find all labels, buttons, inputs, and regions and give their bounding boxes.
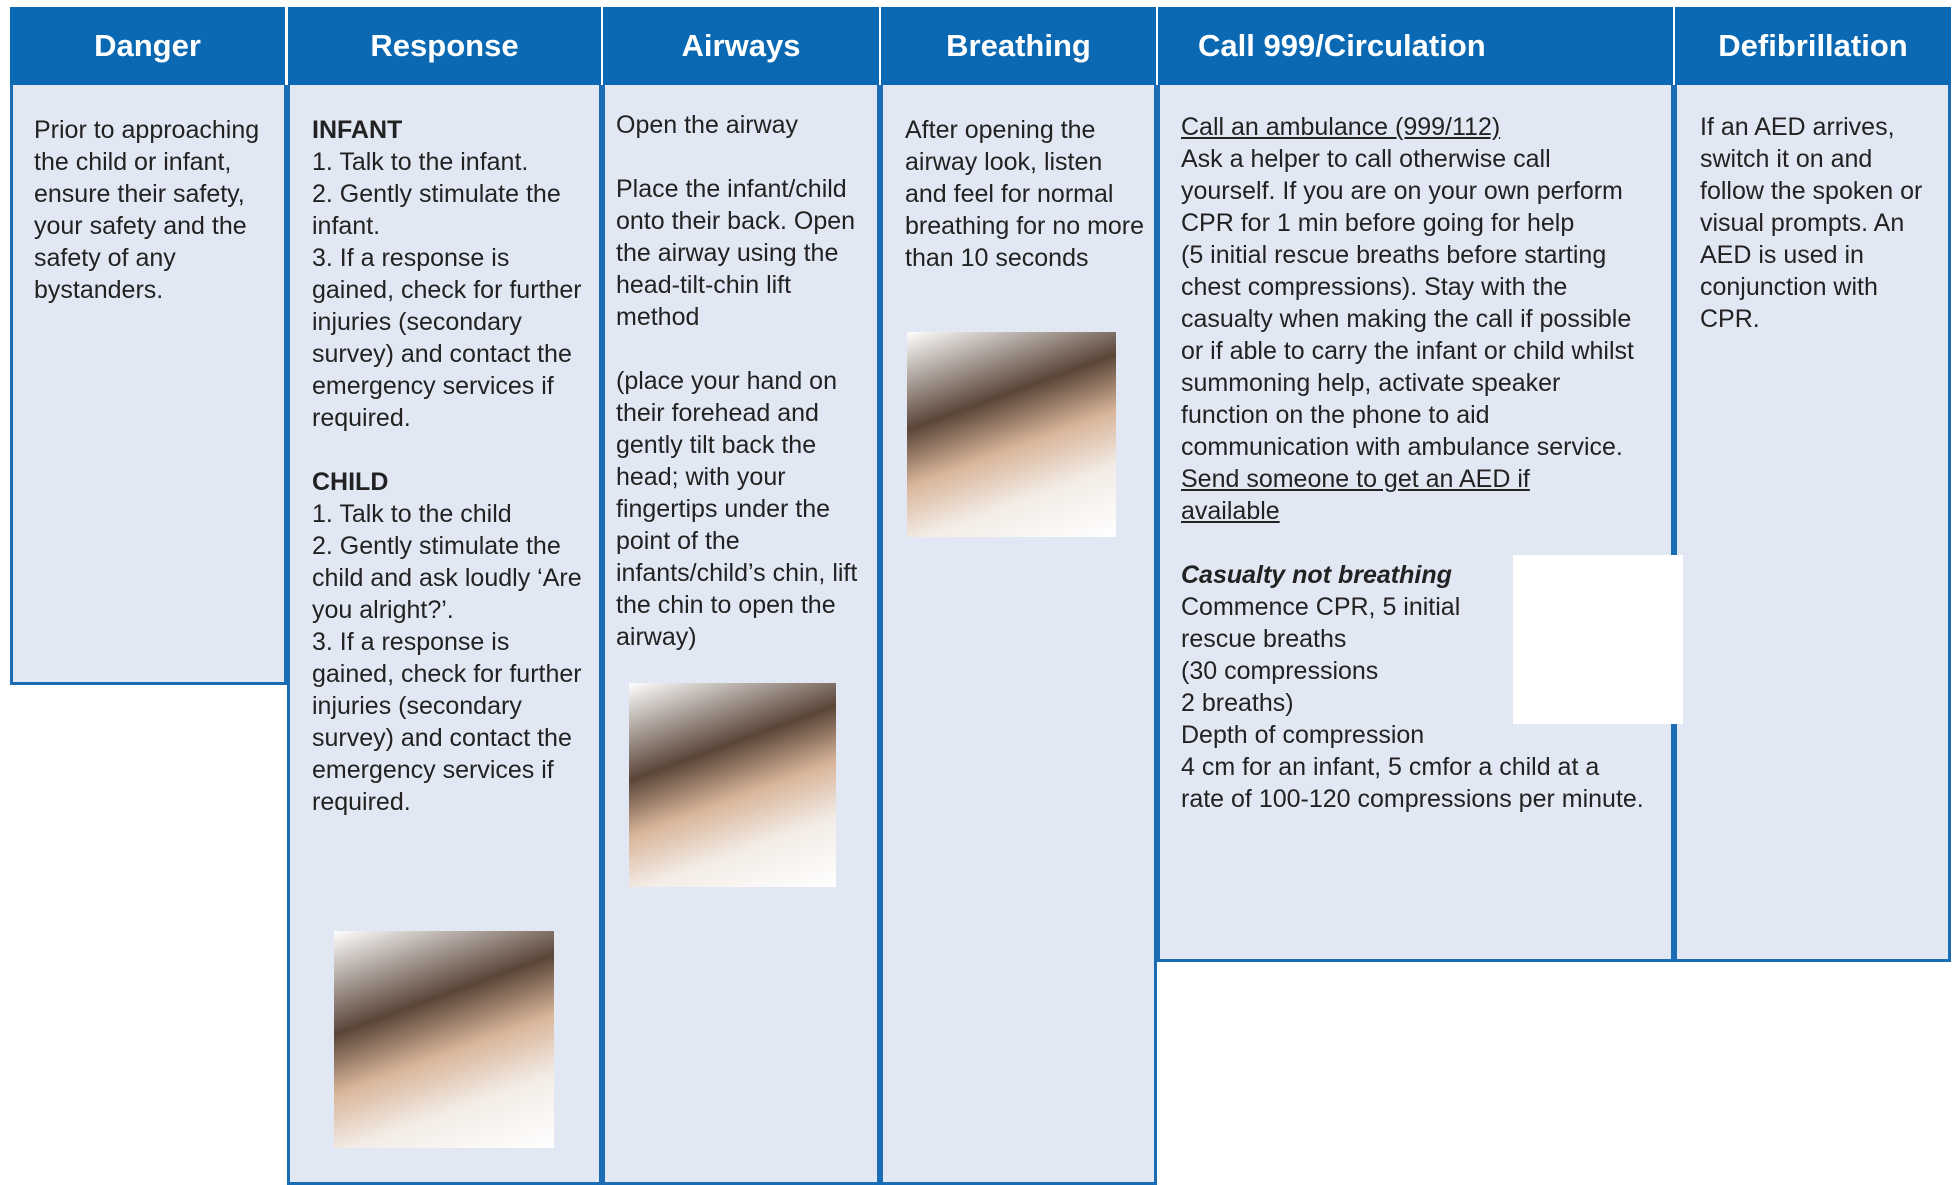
paragraph: Open the airway — [616, 111, 799, 139]
column-body — [1674, 85, 1951, 962]
column-body — [1157, 85, 1674, 962]
column-body — [880, 85, 1157, 1185]
column-header: Call 999/Circulation — [1158, 7, 1673, 85]
paragraph: Ask a helper to call otherwise call your… — [1181, 145, 1623, 237]
line: 2 breaths) — [1181, 689, 1294, 717]
line: 1. Talk to the infant. — [312, 148, 529, 176]
paragraph: (5 initial rescue breaths before startin… — [1181, 241, 1634, 461]
paragraph: If an AED arrives, switch it on and foll… — [1700, 113, 1923, 333]
line: Commence CPR, 5 initial rescue breaths — [1181, 593, 1461, 653]
paragraph: After opening the airway look, listen an… — [905, 116, 1145, 272]
photo — [907, 332, 1116, 537]
line: Depth of compression — [1181, 721, 1425, 749]
paragraph: (place your hand on their forehead and g… — [616, 367, 858, 651]
column-header: Defibrillation — [1675, 7, 1951, 85]
text-block: If an AED arrives, switch it on and foll… — [1700, 111, 1940, 335]
paragraph: Prior to approaching the child or infant… — [34, 116, 260, 304]
text-block: INFANT 1. Talk to the infant. 2. Gently … — [312, 114, 592, 818]
image-placeholder — [1513, 555, 1683, 724]
photo — [629, 683, 836, 887]
column-header: Breathing — [881, 7, 1156, 85]
line: 3. If a response is gained, check for fu… — [312, 628, 582, 816]
text-block: Open the airway Place the infant/child o… — [616, 109, 876, 653]
paragraph: Call an ambulance (999/112) — [1181, 113, 1501, 141]
photo — [334, 931, 554, 1148]
subheading: Casualty not breathing — [1181, 561, 1452, 589]
column-body — [10, 85, 287, 685]
line: 4 cm for an infant, 5 cmfor a child at a… — [1181, 753, 1644, 813]
text-block: Call an ambulance (999/112) Ask a helper… — [1181, 111, 1683, 815]
line: 2. Gently stimulate the child and ask lo… — [312, 532, 582, 624]
line: (30 compressions — [1181, 657, 1379, 685]
line: 2. Gently stimulate the infant. — [312, 180, 561, 240]
line: 3. If a response is gained, check for fu… — [312, 244, 582, 432]
column-body — [602, 85, 880, 1185]
column-header: Response — [288, 7, 601, 85]
line: 1. Talk to the child — [312, 500, 512, 528]
column-header: Airways — [603, 7, 879, 85]
text-block: After opening the airway look, listen an… — [905, 114, 1150, 274]
text-block: Prior to approaching the child or infant… — [34, 114, 279, 306]
paragraph: Send someone to get an AED if available — [1181, 465, 1530, 525]
heading: CHILD — [312, 468, 389, 496]
heading: INFANT — [312, 116, 403, 144]
paragraph: Place the infant/child onto their back. … — [616, 175, 856, 331]
column-header: Danger — [10, 7, 285, 85]
